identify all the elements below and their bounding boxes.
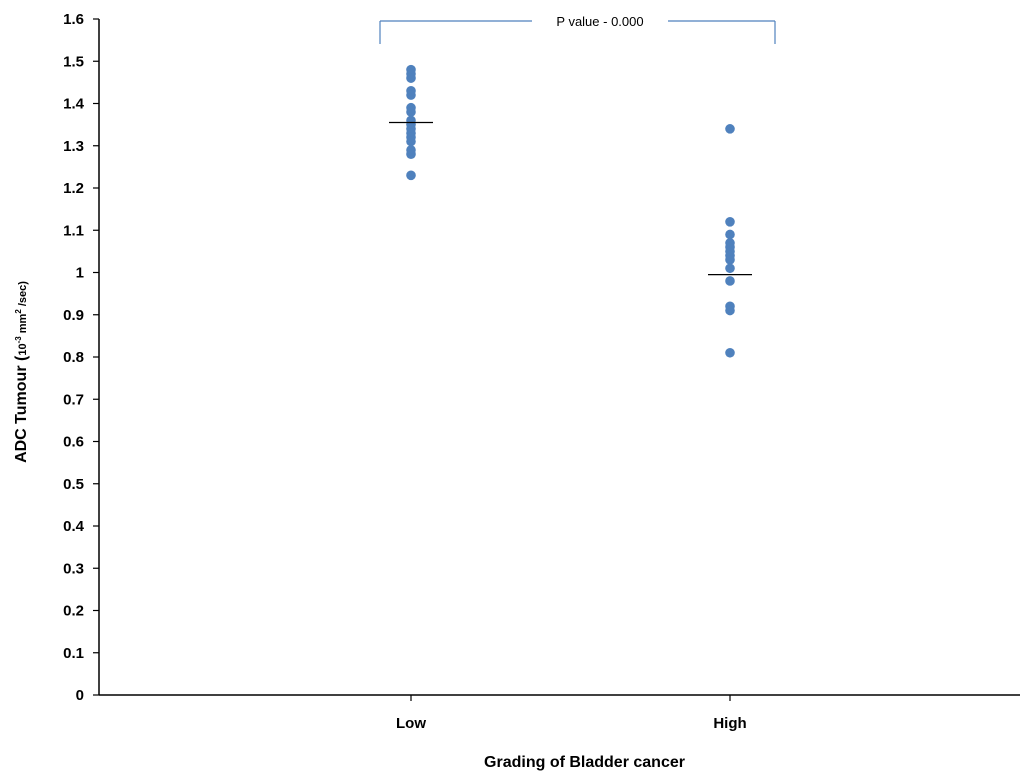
data-point-low <box>406 73 416 83</box>
y-tick-label: 1.1 <box>63 222 84 239</box>
y-tick-label: 1.2 <box>63 180 84 197</box>
p-value-label: P value - 0.000 <box>556 14 643 29</box>
y-tick-label: 1.3 <box>63 138 84 155</box>
data-point-high <box>725 305 735 316</box>
y-tick-label: 1.5 <box>63 53 84 70</box>
y-tick-label: 0 <box>76 687 84 704</box>
y-tick-label: 0.9 <box>63 307 84 324</box>
mean-lines <box>389 121 752 276</box>
y-tick-label: 0.8 <box>63 349 84 366</box>
x-tick-label: High <box>713 715 746 732</box>
data-point-high <box>725 263 735 274</box>
data-point-low <box>406 170 416 181</box>
data-point-high <box>725 229 735 240</box>
y-tick-label: 0.1 <box>63 645 84 662</box>
y-tick-label: 1 <box>76 265 84 282</box>
data-point-high <box>725 255 735 265</box>
y-tick-label: 0.7 <box>63 391 84 408</box>
y-tick-label: 1.4 <box>63 96 85 113</box>
x-axis-title: Grading of Bladder cancer <box>484 754 685 771</box>
x-tick-label: Low <box>396 715 426 732</box>
data-point-low <box>406 136 416 147</box>
axes: 0 0.1 0.2 0.3 0.4 0.5 0.6 0.7 0.8 0.9 1 1.1 1.2 1.3 1.… <box>63 11 1020 732</box>
data-point-high <box>725 124 735 134</box>
data-point-high <box>725 276 735 286</box>
data-point-low <box>406 149 416 159</box>
y-axis-title: ADC Tumour (10-3 mm2 /sec) <box>13 281 30 463</box>
y-tick-label: 0.4 <box>63 518 85 535</box>
data-point-high <box>725 347 735 358</box>
data-point-low <box>406 90 416 100</box>
y-tick-label: 0.6 <box>63 434 84 451</box>
y-tick-label: 1.6 <box>63 11 84 28</box>
y-tick-label: 0.2 <box>63 603 84 620</box>
data-point-high <box>725 217 735 227</box>
data-point-low <box>406 107 416 117</box>
y-tick-label: 0.3 <box>63 560 84 577</box>
data-points <box>406 64 735 358</box>
y-tick-label: 0.5 <box>63 476 84 493</box>
significance-annotation: P value - 0.000 <box>379 14 776 44</box>
